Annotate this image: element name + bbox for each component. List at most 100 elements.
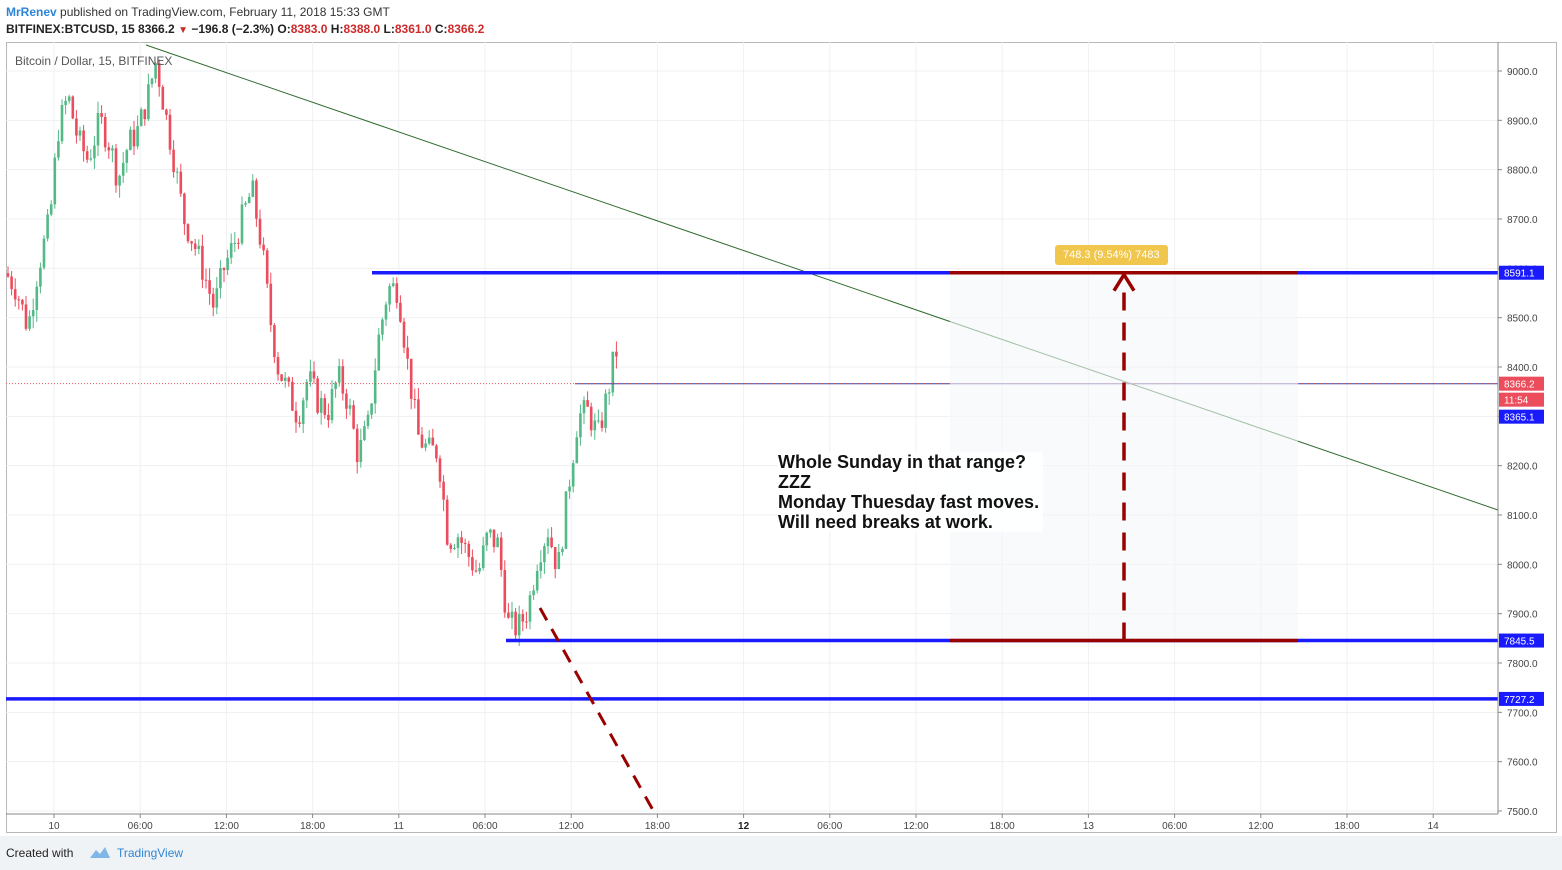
candle-body: [233, 242, 237, 244]
close-value: 8366.2: [447, 22, 485, 36]
candle-body: [143, 109, 147, 120]
candle-body: [226, 257, 229, 271]
time-tick-label: 18:00: [300, 821, 325, 832]
candle-body: [377, 334, 381, 371]
text-annotation[interactable]: Whole Sunday in that range? ZZZ Monday T…: [778, 452, 1044, 532]
price-change: −196.8 (−2.3%): [191, 22, 275, 36]
last-price-label-bg: [1499, 376, 1544, 391]
time-tick-label: 13: [1083, 821, 1095, 832]
candle-body: [496, 537, 499, 548]
candle-body: [489, 529, 492, 533]
candle-body: [211, 293, 215, 308]
candle-body: [298, 422, 301, 424]
high-label: H:: [330, 22, 344, 36]
candle-body: [507, 612, 510, 618]
candle-body: [330, 388, 334, 421]
candle-body: [499, 537, 503, 570]
candle-body: [150, 78, 154, 85]
candle-body: [215, 288, 219, 308]
annotation-line: ZZZ: [778, 472, 811, 492]
candle-body: [445, 499, 449, 545]
symbol-legend: Bitcoin / Dollar, 15, BITFINEX: [15, 54, 173, 68]
candle-body: [589, 406, 593, 431]
candle-body: [114, 148, 118, 186]
price-tick-label: 8200.0: [1507, 462, 1538, 473]
candle-body: [136, 126, 139, 147]
price-tick-label: 8800.0: [1507, 166, 1538, 177]
candle-body: [244, 203, 247, 205]
candle-body: [600, 420, 604, 428]
candle-body: [327, 414, 330, 421]
candle-body: [240, 204, 244, 244]
candle-body: [575, 437, 579, 464]
candle-body: [49, 204, 53, 215]
candle-body: [157, 63, 161, 87]
price-tick-label: 8400.0: [1507, 363, 1538, 374]
candle-body: [370, 403, 373, 415]
candle-body: [13, 289, 17, 300]
support-price-label: 7845.5: [1504, 637, 1535, 648]
candle-body: [449, 544, 453, 549]
chart-canvas[interactable]: 9000.08900.08800.08700.08600.08500.08400…: [6, 42, 1557, 833]
time-tick-label: 12:00: [214, 821, 239, 832]
price-tick-label: 8900.0: [1507, 116, 1538, 127]
projection-line: [538, 607, 656, 813]
price-tick-label: 9000.0: [1507, 67, 1538, 78]
candle-body: [75, 118, 78, 136]
candle-body: [251, 180, 255, 197]
candle-body: [471, 557, 474, 571]
candle-body: [42, 238, 46, 268]
candle-body: [345, 393, 348, 409]
candle-body: [197, 245, 201, 250]
candle-body: [388, 286, 391, 305]
down-triangle-icon: ▼: [178, 25, 188, 36]
candle-body: [366, 414, 370, 427]
candle-body: [535, 570, 539, 591]
candle-body: [193, 243, 197, 250]
candle-body: [179, 171, 183, 194]
candle-body: [521, 614, 525, 622]
close-label: C:: [434, 22, 448, 36]
candle-body: [435, 445, 438, 459]
chart-drawings: [6, 44, 1499, 813]
measure-arrow-head: [1112, 271, 1136, 292]
candle-body: [532, 590, 535, 596]
time-tick-label: 12:00: [559, 821, 584, 832]
candle-body: [154, 63, 157, 79]
mid-line-price-label-bg: [1499, 409, 1544, 424]
candle-body: [294, 410, 298, 423]
time-tick-label: 10: [48, 821, 60, 832]
candle-body: [183, 193, 186, 225]
price-tick-label: 7700.0: [1507, 708, 1538, 719]
time-tick-label: 18:00: [990, 821, 1015, 832]
candle-body: [17, 299, 21, 301]
candle-body: [165, 109, 168, 115]
time-tick-label: 06:00: [128, 821, 153, 832]
time-tick-label: 06:00: [1162, 821, 1187, 832]
candle-body: [334, 382, 337, 389]
candle-body: [64, 100, 67, 106]
price-tick-label: 8500.0: [1507, 314, 1538, 325]
tradingview-cloud-icon: [90, 847, 110, 858]
candle-body: [525, 621, 528, 623]
candle-body: [492, 529, 496, 548]
candle-body: [553, 547, 557, 570]
candle-body: [229, 243, 233, 258]
candle-body: [265, 250, 269, 284]
high-value: 8388.0: [343, 22, 381, 36]
chart-header: MrRenev published on TradingView.com, Fe…: [0, 0, 1562, 42]
symbol-name: BITFINEX:BTCUSD, 15: [6, 22, 135, 36]
resistance-price-label: 8591.1: [1504, 269, 1535, 280]
candle-body: [172, 149, 175, 173]
candle-body: [255, 180, 258, 219]
candle-body: [222, 268, 226, 271]
candle-body: [568, 486, 571, 492]
candle-body: [586, 400, 589, 407]
annotation-line: Whole Sunday in that range?: [778, 452, 1027, 472]
author-link[interactable]: MrRenev: [6, 5, 57, 19]
candle-body: [161, 86, 165, 110]
candle-body: [424, 443, 427, 448]
candle-body: [456, 537, 460, 548]
price-axis: 9000.08900.08800.08700.08600.08500.08400…: [1497, 42, 1544, 818]
tradingview-link[interactable]: TradingView: [117, 846, 184, 860]
